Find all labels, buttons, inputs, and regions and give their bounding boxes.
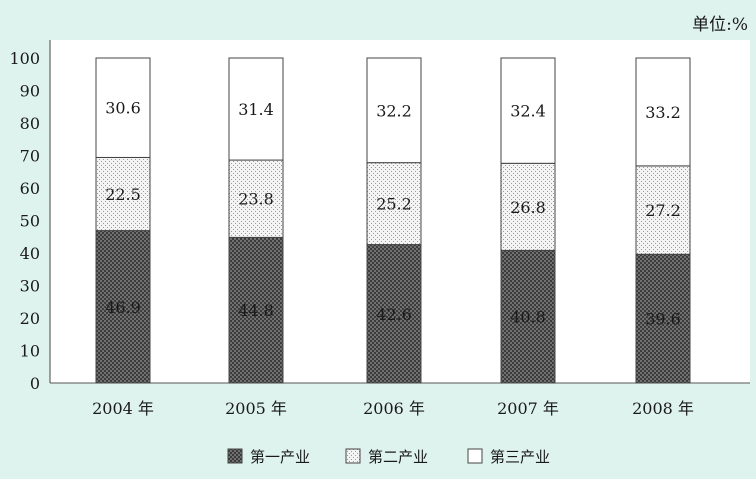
y-tick-label: 80: [20, 114, 40, 133]
x-tick-label: 2008 年: [632, 399, 694, 418]
legend-swatch: [227, 448, 243, 464]
y-tick-labels: 0 10 20 30 40 50 60 70 80 90 100: [9, 49, 40, 393]
y-tick-label: 10: [20, 342, 40, 361]
data-label: 27.2: [645, 201, 681, 220]
data-label: 26.8: [510, 198, 546, 217]
y-tick-label: 20: [20, 309, 40, 328]
data-label: 32.4: [510, 102, 546, 121]
bar-segment: [95, 230, 151, 384]
bar-segment: [635, 253, 691, 384]
data-label: 32.2: [376, 101, 412, 120]
data-label: 46.9: [105, 298, 141, 317]
unit-label: 单位:%: [692, 15, 748, 35]
bar-segment: [228, 236, 284, 384]
data-label: 33.2: [645, 103, 681, 122]
y-tick-label: 50: [20, 212, 40, 231]
bar-segment: [95, 57, 151, 158]
y-tick-label: 40: [20, 244, 40, 263]
bar-segment: [500, 249, 556, 384]
legend-label: 第一产业: [250, 448, 310, 466]
bar-segment: [366, 162, 422, 246]
x-tick-label: 2005 年: [225, 399, 287, 418]
x-tick-label: 2004 年: [92, 399, 154, 418]
y-tick-label: 100: [9, 49, 40, 68]
legend-swatch: [467, 448, 483, 464]
data-label: 22.5: [105, 185, 141, 204]
data-label: 25.2: [376, 195, 412, 214]
data-label: 40.8: [510, 308, 546, 327]
legend-label: 第三产业: [490, 448, 550, 466]
bar-segment: [500, 57, 556, 164]
x-tick-label: 2006 年: [363, 399, 425, 418]
bar-segment: [228, 57, 284, 161]
y-tick-label: 30: [20, 277, 40, 296]
x-tick-labels: 2004 年 2005 年 2006 年 2007 年 2008 年: [92, 399, 694, 418]
y-tick-label: 90: [20, 82, 40, 101]
data-label: 44.8: [238, 301, 274, 320]
data-label: 31.4: [238, 100, 274, 119]
data-label: 42.6: [376, 305, 412, 324]
y-tick-label: 0: [30, 374, 40, 393]
legend-swatch: [345, 448, 361, 464]
bars: 46.9 22.5 30.6 44.8 23.8 31.4 42.6 25.2 32.2 40.8…: [95, 57, 691, 384]
bar-segment: [635, 57, 691, 167]
bar-segment: [500, 162, 556, 251]
legend: 第一产业 第二产业 第三产业: [227, 448, 550, 466]
bar-segment: [228, 159, 284, 238]
legend-label: 第二产业: [368, 448, 428, 466]
x-tick-label: 2007 年: [497, 399, 559, 418]
data-label: 39.6: [645, 310, 681, 329]
bar-segment: [95, 156, 151, 232]
data-label: 23.8: [238, 190, 274, 209]
y-tick-label: 70: [20, 147, 40, 166]
bar-segment: [635, 165, 691, 255]
data-label: 30.6: [105, 99, 141, 118]
bar-segment: [366, 57, 422, 164]
y-tick-label: 60: [20, 179, 40, 198]
